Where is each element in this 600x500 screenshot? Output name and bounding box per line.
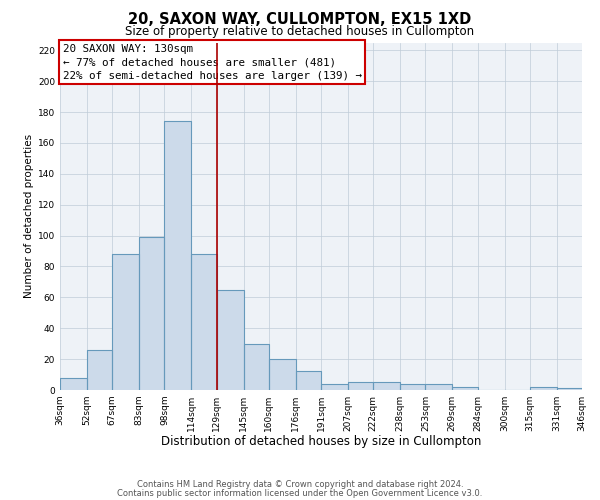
- Text: 20 SAXON WAY: 130sqm
← 77% of detached houses are smaller (481)
22% of semi-deta: 20 SAXON WAY: 130sqm ← 77% of detached h…: [62, 44, 362, 80]
- Y-axis label: Number of detached properties: Number of detached properties: [24, 134, 34, 298]
- Text: Size of property relative to detached houses in Cullompton: Size of property relative to detached ho…: [125, 25, 475, 38]
- Text: Contains public sector information licensed under the Open Government Licence v3: Contains public sector information licen…: [118, 488, 482, 498]
- Text: 20, SAXON WAY, CULLOMPTON, EX15 1XD: 20, SAXON WAY, CULLOMPTON, EX15 1XD: [128, 12, 472, 28]
- Text: Contains HM Land Registry data © Crown copyright and database right 2024.: Contains HM Land Registry data © Crown c…: [137, 480, 463, 489]
- X-axis label: Distribution of detached houses by size in Cullompton: Distribution of detached houses by size …: [161, 436, 481, 448]
